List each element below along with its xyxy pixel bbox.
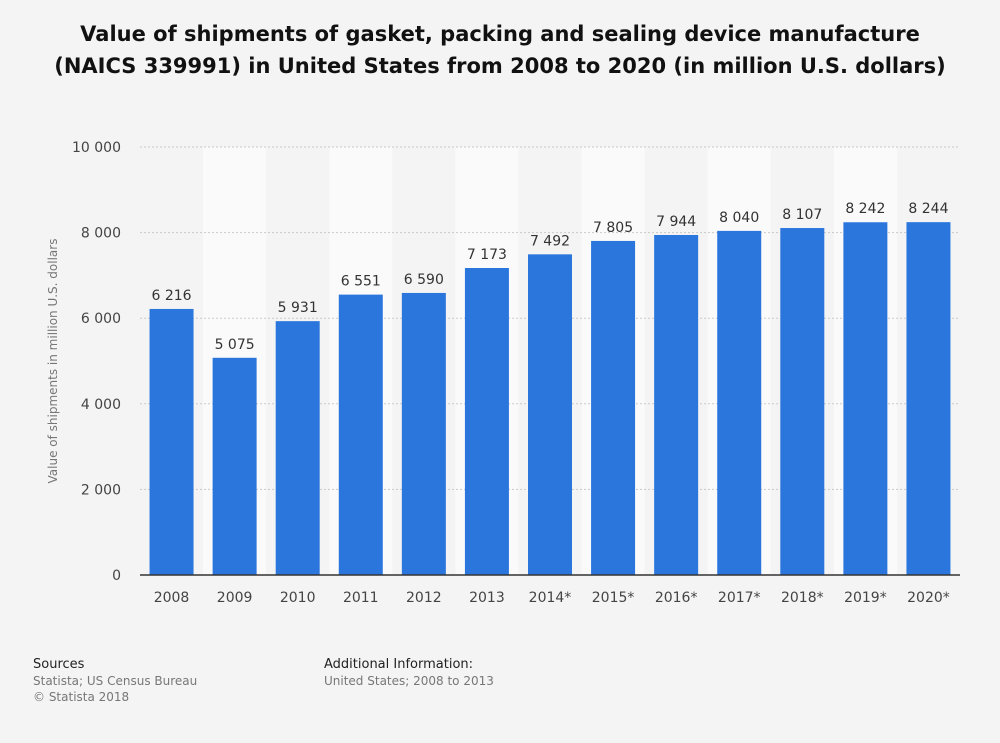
bar [654, 234, 699, 575]
bar [843, 222, 888, 575]
bars [149, 222, 951, 576]
x-tick-label: 2012 [406, 590, 442, 606]
bar-value-label: 6 216 [151, 288, 191, 304]
y-tick-label: 8 000 [81, 226, 121, 242]
x-tick-label: 2018* [781, 590, 824, 606]
x-tick-label: 2013 [469, 590, 505, 606]
x-tick-label: 2015* [592, 590, 635, 606]
bar-value-label: 7 492 [530, 233, 570, 249]
copyright-line: © Statista 2018 [33, 690, 130, 704]
x-tick-label: 2019* [844, 590, 887, 606]
bar [717, 230, 762, 575]
additional-info-line: United States; 2008 to 2013 [324, 674, 494, 688]
bar-value-label: 6 590 [404, 272, 444, 288]
sources-block: Sources Statista; US Census Bureau © Sta… [33, 657, 197, 705]
bar-value-label: 8 040 [719, 210, 759, 226]
sources-heading: Sources [33, 657, 85, 672]
additional-info-block: Additional Information: United States; 2… [324, 657, 494, 689]
y-tick-label: 4 000 [81, 397, 121, 413]
bar [591, 240, 636, 576]
sources-line: Statista; US Census Bureau [33, 674, 198, 688]
x-tick-label: 2009 [217, 590, 253, 606]
additional-info-heading: Additional Information: [324, 657, 474, 672]
bar-value-label: 7 805 [593, 220, 633, 236]
bar-value-label: 8 244 [908, 201, 948, 217]
chart-title: Value of shipments of gasket, packing an… [54, 22, 946, 78]
bar [275, 321, 320, 575]
x-axis: 2008 2009 2010 2011 2012 2013 2014* 2015* 2016* 2… [140, 574, 960, 606]
bar-value-label: 7 173 [467, 247, 507, 263]
bar [401, 292, 446, 575]
x-tick-label: 2011 [343, 590, 379, 606]
y-axis-title: Value of shipments in million U.S. dolla… [46, 239, 60, 484]
bar-value-label: 8 242 [845, 201, 885, 217]
bar [906, 222, 951, 575]
bar-value-label: 5 931 [278, 300, 318, 316]
bar-value-label: 8 107 [782, 207, 822, 223]
x-tick-label: 2017* [718, 590, 761, 606]
bar [464, 267, 509, 575]
bar [338, 294, 383, 575]
y-axis: 0 2 000 4 000 6 000 8 000 10 000 [72, 140, 121, 584]
x-tick-label: 2008 [154, 590, 190, 606]
x-tick-label: 2020* [907, 590, 950, 606]
bar-chart: 6 216 5 075 5 931 6 551 6 590 7 173 7 492 7 805… [46, 140, 960, 606]
y-tick-label: 10 000 [72, 140, 121, 156]
bar-value-label: 5 075 [215, 337, 255, 353]
bar-value-label: 6 551 [341, 274, 381, 290]
bar-value-labels: 6 216 5 075 5 931 6 551 6 590 7 173 7 492 7 805… [151, 201, 948, 353]
x-tick-label: 2010 [280, 590, 316, 606]
bar-value-label: 7 944 [656, 214, 696, 230]
y-tick-label: 0 [112, 568, 121, 584]
bar [780, 228, 825, 576]
x-tick-label: 2016* [655, 590, 698, 606]
x-tick-label: 2014* [529, 590, 572, 606]
bar [149, 308, 194, 575]
y-tick-label: 2 000 [81, 482, 121, 498]
y-tick-label: 6 000 [81, 311, 121, 327]
bar [528, 254, 572, 575]
bar [212, 357, 257, 575]
